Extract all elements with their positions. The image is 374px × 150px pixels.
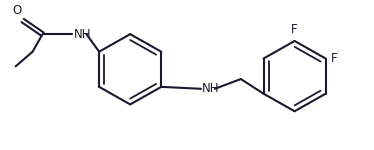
Text: NH: NH	[202, 82, 220, 95]
Text: F: F	[291, 23, 298, 36]
Text: O: O	[12, 4, 22, 17]
Text: F: F	[331, 52, 337, 65]
Text: NH: NH	[73, 28, 91, 41]
